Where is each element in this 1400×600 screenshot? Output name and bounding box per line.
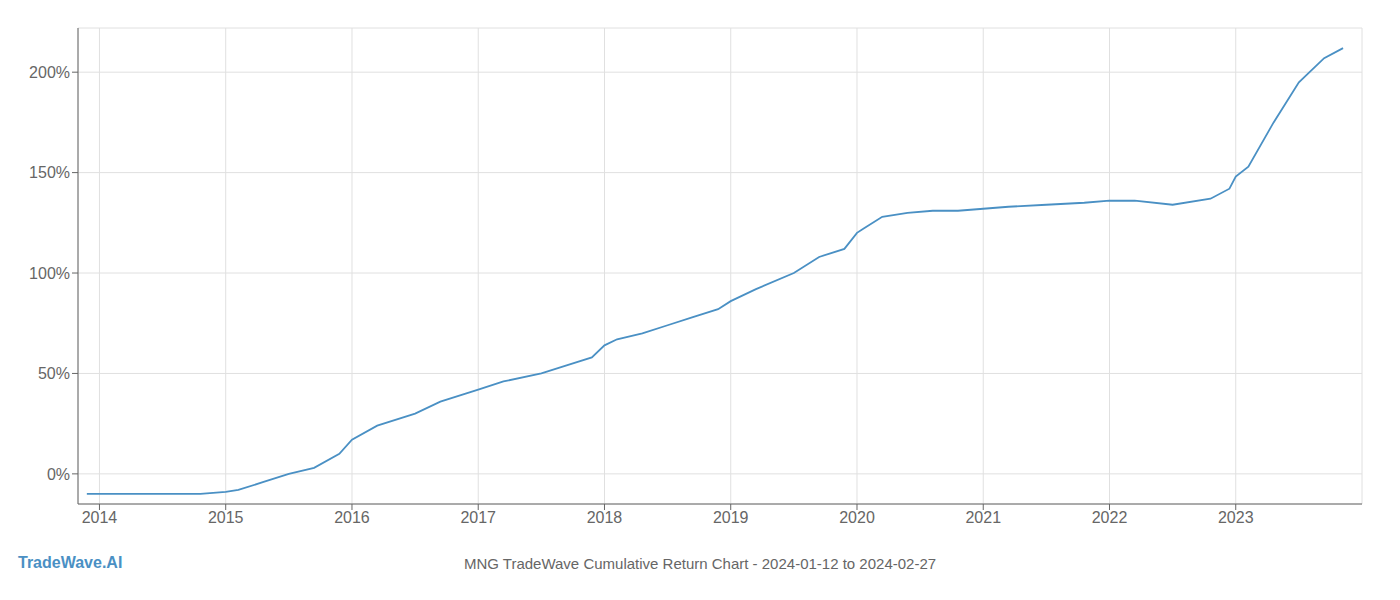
- svg-text:2022: 2022: [1092, 509, 1128, 526]
- svg-text:50%: 50%: [38, 365, 70, 382]
- svg-text:2019: 2019: [713, 509, 749, 526]
- svg-text:200%: 200%: [29, 64, 70, 81]
- svg-text:2016: 2016: [334, 509, 370, 526]
- svg-text:2021: 2021: [965, 509, 1001, 526]
- svg-text:2023: 2023: [1218, 509, 1254, 526]
- svg-text:2020: 2020: [839, 509, 875, 526]
- svg-text:2017: 2017: [460, 509, 496, 526]
- html-text:MNG TradeWave Cumulative Retur: MNG TradeWave Cumulative Return Chart - …: [463, 555, 937, 572]
- svg-text:100%: 100%: [29, 265, 70, 282]
- svg-text:0%: 0%: [47, 466, 70, 483]
- svg-text:150%: 150%: [29, 164, 70, 181]
- html-text:TradeWave.AI: TradeWave.AI: [18, 554, 123, 571]
- svg-text:2015: 2015: [208, 509, 244, 526]
- svg-text:2018: 2018: [587, 509, 623, 526]
- svg-text:2014: 2014: [82, 509, 118, 526]
